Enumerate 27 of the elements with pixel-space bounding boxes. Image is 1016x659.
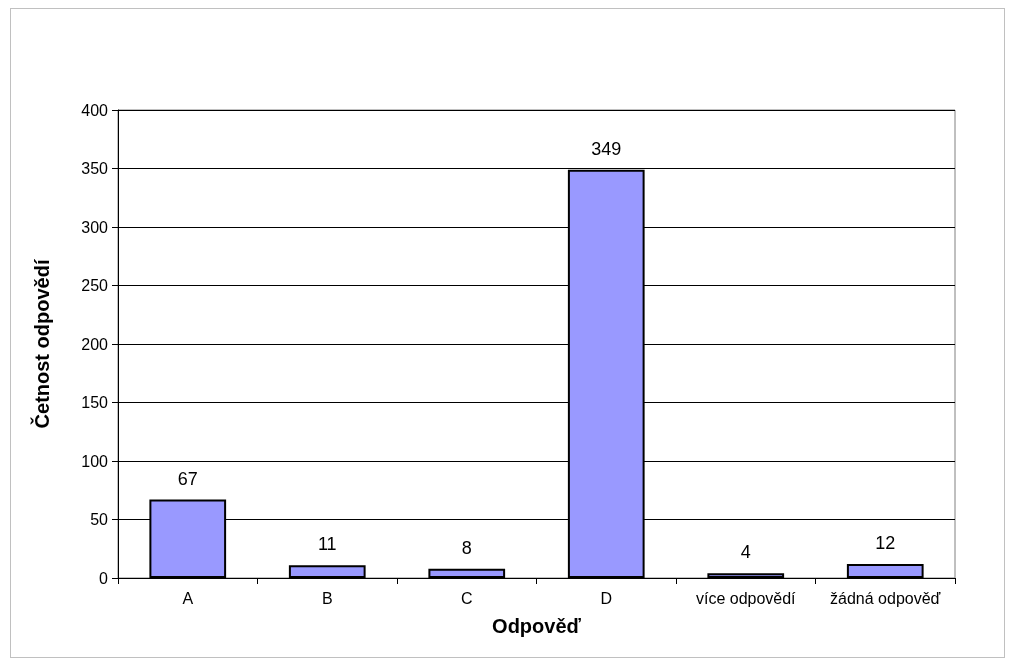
y-tick-label: 0 (99, 569, 109, 587)
data-label: 8 (461, 537, 472, 558)
y-tick-label: 50 (90, 511, 109, 528)
data-label: 349 (591, 138, 622, 159)
y-axis-title: Četnost odpovědí (30, 258, 53, 429)
data-label: 4 (740, 542, 751, 563)
y-tick-label: 100 (81, 452, 109, 470)
y-tick-label: 350 (81, 160, 109, 177)
bar (846, 563, 924, 578)
y-tick-label: 150 (81, 394, 109, 411)
data-label: 12 (875, 532, 896, 553)
x-tick-label: A (182, 589, 194, 607)
x-tick-label: C (460, 589, 473, 607)
bar (707, 573, 785, 578)
y-tick-label: 200 (81, 335, 109, 353)
x-tick-label: B (321, 589, 333, 607)
x-tick-label: více odpovědí (695, 589, 797, 607)
bar (288, 565, 366, 578)
x-axis-title: Odpověď (492, 615, 582, 637)
y-tick-label: 400 (81, 101, 109, 119)
data-label: 11 (317, 534, 337, 555)
y-tick-label: 250 (81, 277, 109, 294)
data-label: 67 (177, 468, 198, 489)
bar (428, 568, 506, 578)
y-tick-label: 300 (81, 218, 109, 236)
x-tick-label: D (600, 589, 613, 607)
x-tick-label: žádná odpověď (830, 589, 941, 607)
